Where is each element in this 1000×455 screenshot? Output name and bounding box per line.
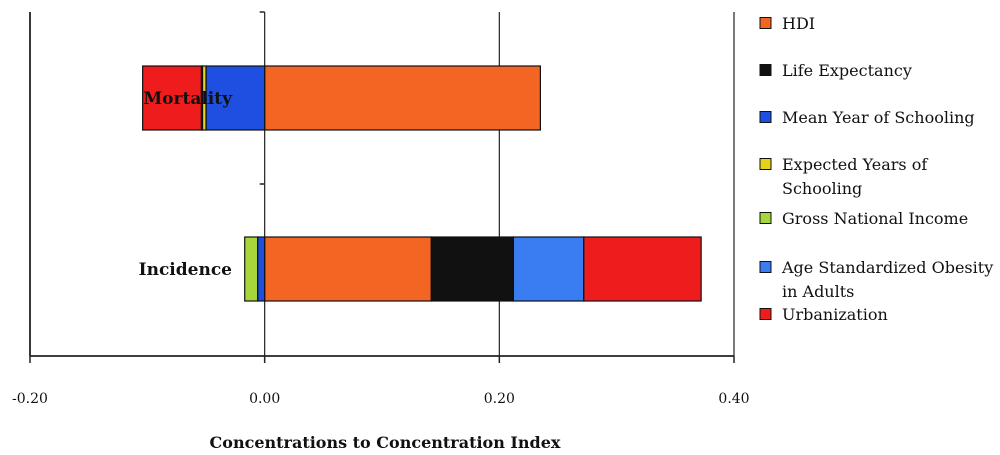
x-tick-label: 0.20	[484, 391, 515, 407]
legend-label: Gross National Income	[782, 209, 968, 228]
bar-segment-incidence-hdi	[264, 236, 432, 302]
legend-label: Urbanization	[782, 305, 888, 324]
bar-segment-mortality-mean-year-of-schooling	[205, 65, 266, 131]
legend-label: Age Standardized Obesity in Adults	[781, 258, 993, 301]
x-axis-title: Concentrations to Concentration Index	[210, 433, 561, 452]
legend-item-age-standardized-obesity-in-adults: Age Standardized Obesity in Adults	[759, 258, 993, 301]
x-tick-label: 0.00	[249, 391, 280, 407]
legend-swatch	[759, 17, 772, 29]
x-tick-label: -0.20	[12, 391, 48, 407]
axes	[29, 11, 735, 363]
legend-item-life-expectancy: Life Expectancy	[759, 61, 912, 80]
legend-swatch	[759, 111, 772, 123]
legend-swatch	[759, 261, 772, 273]
bar-segment-incidence-mean-year-of-schooling	[257, 236, 266, 302]
legend-item-expected-years-of-schooling: Expected Years of Schooling	[759, 155, 928, 198]
bar-segment-incidence-age-standardized-obesity-in-adults	[512, 236, 585, 302]
bar-segment-incidence-life-expectancy	[430, 236, 515, 302]
legend-label: Expected Years of Schooling	[782, 155, 928, 198]
legend-label: Life Expectancy	[782, 61, 912, 80]
bar-segment-incidence-urbanization	[583, 236, 702, 302]
legend-label: Mean Year of Schooling	[782, 108, 975, 127]
bars	[142, 65, 702, 302]
category-label-mortality: Mortality	[143, 89, 233, 109]
category-label-incidence: Incidence	[139, 260, 233, 280]
bar-segment-mortality-urbanization	[142, 65, 202, 131]
legend-swatch	[759, 64, 772, 76]
bar-segment-incidence-gross-national-income	[244, 236, 259, 302]
legend-item-urbanization: Urbanization	[759, 305, 888, 324]
legend-swatch	[759, 158, 772, 170]
legend-swatch	[759, 212, 772, 224]
legend-item-gross-national-income: Gross National Income	[759, 209, 968, 228]
gridlines	[264, 12, 735, 356]
legend: HDI Life Expectancy Mean Year of Schooling…	[759, 14, 993, 324]
legend-item-hdi: HDI	[759, 14, 815, 33]
legend-label: HDI	[782, 14, 815, 33]
labels: -0.20 0.00 0.20 0.40 Concentrations to Conce…	[12, 89, 750, 452]
x-tick-label: 0.40	[718, 391, 749, 407]
legend-swatch	[759, 308, 772, 320]
legend-item-mean-year-of-schooling: Mean Year of Schooling	[759, 108, 975, 127]
bar-segment-mortality-hdi	[264, 65, 541, 131]
